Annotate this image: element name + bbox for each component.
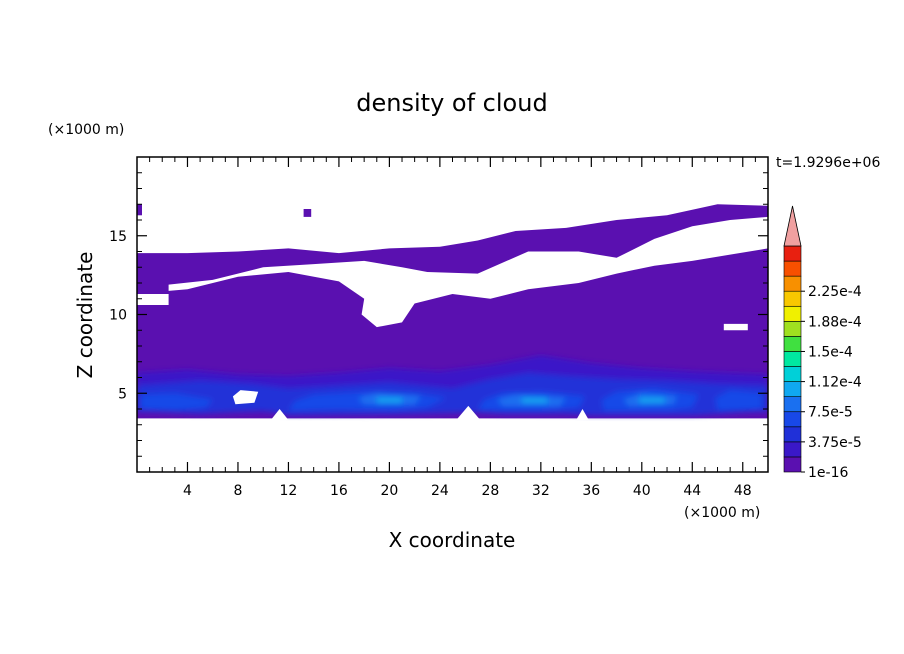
x-tick-label: 4 bbox=[183, 483, 192, 499]
colorbar-label: 3.75e-5 bbox=[808, 435, 862, 451]
no-cloud-region bbox=[137, 420, 768, 472]
cloud-fragment bbox=[303, 209, 312, 217]
colorbar-cell bbox=[783, 351, 802, 367]
y-axis: 5 10 15 bbox=[109, 172, 768, 457]
cloud-density-contour bbox=[521, 398, 548, 403]
time-label: t=1.9296e+06 bbox=[776, 155, 880, 171]
contour-field bbox=[137, 204, 768, 472]
no-cloud-region bbox=[232, 390, 259, 405]
colorbar-cell bbox=[783, 411, 802, 428]
colorbar-cell bbox=[783, 441, 802, 458]
colorbar-label: 1e-16 bbox=[808, 465, 848, 481]
x-tick-label: 44 bbox=[683, 483, 701, 499]
x-axis: 4 8 12 16 20 24 28 32 36 40 44 48 bbox=[149, 157, 756, 499]
y-tick-label: 15 bbox=[109, 229, 127, 245]
colorbar-cell bbox=[783, 290, 802, 307]
x-tick-label: 12 bbox=[280, 483, 298, 499]
y-tick-label: 5 bbox=[118, 386, 127, 402]
no-cloud-region bbox=[456, 405, 481, 420]
colorbar-label: 2.25e-4 bbox=[808, 284, 862, 300]
y-axis-title: Z coordinate bbox=[73, 252, 97, 379]
x-tick-label: 16 bbox=[330, 483, 348, 499]
x-tick-label: 48 bbox=[734, 483, 752, 499]
colorbar-cell bbox=[783, 245, 802, 262]
colorbar-cell bbox=[783, 381, 802, 397]
no-cloud-region bbox=[270, 409, 289, 420]
colorbar-cell bbox=[783, 366, 802, 382]
colorbar-cell bbox=[783, 426, 802, 443]
y-tick-label: 10 bbox=[109, 308, 127, 324]
x-tick-label: 40 bbox=[633, 483, 651, 499]
colorbar-cell bbox=[783, 305, 802, 322]
no-cloud-region bbox=[168, 216, 768, 328]
no-cloud-region bbox=[576, 409, 589, 420]
cloud-density-contour bbox=[376, 398, 402, 403]
colorbar-cell bbox=[783, 260, 802, 277]
colorbar-cell bbox=[783, 336, 802, 352]
cloud-dense-band bbox=[137, 355, 768, 416]
no-cloud-region bbox=[137, 294, 169, 305]
x-tick-label: 36 bbox=[582, 483, 600, 499]
y-unit-label: (×1000 m) bbox=[48, 122, 124, 138]
x-tick-label: 20 bbox=[380, 483, 398, 499]
cloud-fragment bbox=[137, 204, 142, 216]
colorbar: 1e-16 3.75e-5 7.5e-5 1.12e-4 1.5e-4 1.88e-4 2.… bbox=[783, 205, 862, 481]
x-tick-label: 24 bbox=[431, 483, 449, 499]
colorbar-cell bbox=[783, 456, 802, 473]
cloud-density-contour bbox=[639, 398, 665, 403]
colorbar-label: 1.5e-4 bbox=[808, 344, 853, 360]
colorbar-label: 1.88e-4 bbox=[808, 314, 862, 330]
cloud-density-contour bbox=[140, 393, 213, 411]
no-cloud-region bbox=[723, 323, 748, 331]
colorbar-cell bbox=[783, 321, 802, 337]
cloud-density-contour bbox=[715, 390, 762, 411]
chart-title: density of cloud bbox=[356, 89, 547, 117]
colorbar-cell bbox=[783, 275, 802, 292]
colorbar-label: 1.12e-4 bbox=[808, 375, 862, 391]
x-tick-label: 32 bbox=[532, 483, 550, 499]
x-axis-title: X coordinate bbox=[389, 528, 516, 552]
x-tick-label: 28 bbox=[481, 483, 499, 499]
colorbar-extend-triangle bbox=[783, 205, 802, 247]
colorbar-label: 7.5e-5 bbox=[808, 405, 853, 421]
x-unit-label: (×1000 m) bbox=[684, 505, 760, 521]
colorbar-cell bbox=[783, 396, 802, 413]
x-tick-label: 8 bbox=[233, 483, 242, 499]
